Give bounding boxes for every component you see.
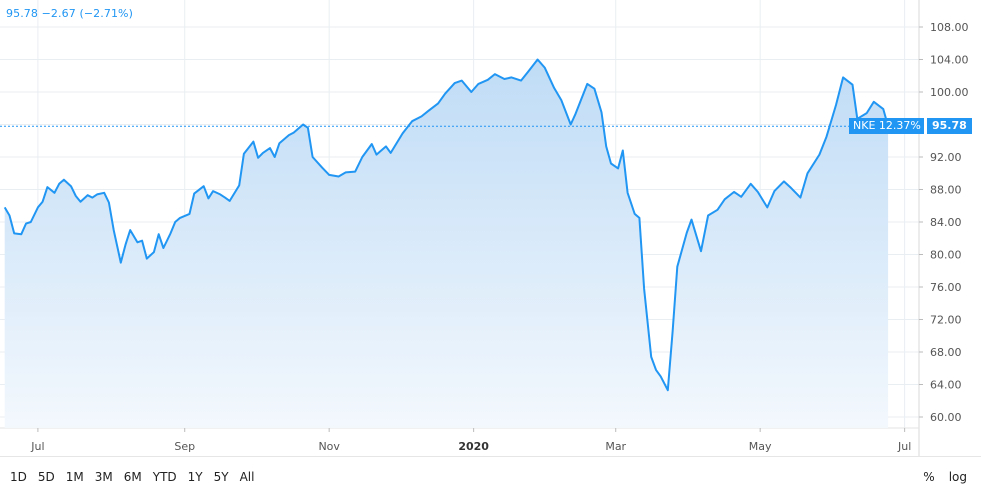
x-tick-label: Nov [318,440,340,453]
range-button-1m[interactable]: 1M [65,470,84,484]
y-tick-label: 100.00 [930,86,969,99]
range-button-5y[interactable]: 5Y [213,470,229,484]
time-axis: Jul Sep Nov 2020 Mar May Jul [30,428,911,453]
y-tick-label: 92.00 [930,151,962,164]
range-button-3m[interactable]: 3M [94,470,113,484]
y-tick-label: 76.00 [930,281,962,294]
y-tick-label: 64.00 [930,379,962,392]
x-tick-label: Jul [897,440,911,453]
y-tick-label: 80.00 [930,249,962,262]
x-tick-label: Sep [174,440,195,453]
x-tick-label: Jul [30,440,44,453]
y-tick-label: 88.00 [930,184,962,197]
range-toolbar: 1D 5D 1M 3M 6M YTD 1Y 5Y All [10,470,265,484]
headline-change-percent: (−2.71%) [79,7,133,20]
y-tick-label: 72.00 [930,314,962,327]
last-price-badge: 95.78 [927,118,972,134]
price-axis: 108.00104.00100.0096.0092.0088.0084.0080… [919,21,969,424]
y-tick-label: 84.00 [930,216,962,229]
range-button-ytd[interactable]: YTD [152,470,177,484]
log-scale-toggle[interactable]: log [948,470,967,484]
price-line [3,58,890,392]
y-tick-label: 68.00 [930,346,962,359]
headline-quote: 95.78 −2.67 (−2.71%) [6,7,133,20]
y-tick-label: 104.00 [930,54,969,67]
percent-scale-toggle[interactable]: % [923,470,935,484]
x-tick-label: May [749,440,772,453]
y-tick-label: 60.00 [930,411,962,424]
range-button-6m[interactable]: 6M [123,470,142,484]
price-area-fill [4,59,889,428]
x-tick-label: Mar [605,440,626,453]
y-tick-label: 108.00 [930,21,969,34]
symbol-price-label: NKE 12.37% [849,118,924,134]
range-button-1y[interactable]: 1Y [187,470,203,484]
scale-toggles: % log [923,470,967,484]
headline-last-price: 95.78 [6,7,38,20]
range-button-1d[interactable]: 1D [10,470,27,484]
range-button-5d[interactable]: 5D [37,470,55,484]
x-tick-label: 2020 [458,440,489,453]
headline-change: −2.67 [41,7,76,20]
range-button-all[interactable]: All [239,470,255,484]
toolbar-divider [0,456,981,457]
